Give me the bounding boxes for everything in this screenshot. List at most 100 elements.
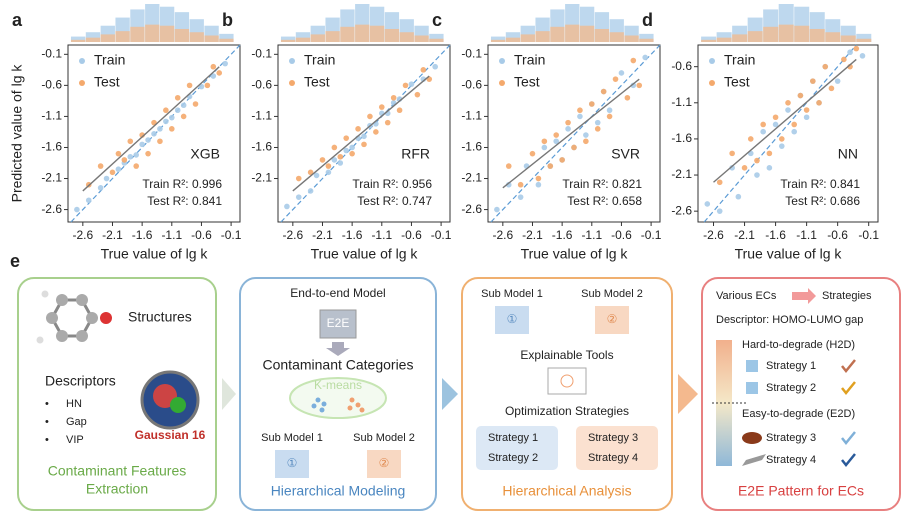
point (772, 121, 779, 128)
point (594, 126, 601, 132)
ec-icon (746, 360, 758, 372)
x-tick-label: -0.6 (827, 228, 848, 242)
histogram-bar (716, 32, 732, 42)
point (541, 138, 548, 145)
legend-label: Test (514, 74, 540, 90)
point (577, 107, 583, 114)
annotation: Train R²: 0.841 (780, 177, 860, 191)
fit-line (502, 78, 640, 189)
annotation: Test R²: 0.658 (567, 194, 642, 208)
point (716, 208, 723, 214)
histogram-bar (325, 31, 340, 42)
y-tick-label: -2.1 (251, 171, 272, 185)
y-tick-label: -1.6 (671, 131, 692, 145)
y-tick-label: -1.6 (251, 140, 272, 154)
point (559, 157, 565, 163)
annotation: Test R²: 0.686 (785, 194, 860, 208)
point (192, 101, 199, 107)
point (565, 126, 571, 132)
point (145, 150, 151, 157)
y-tick-label: -0.6 (41, 78, 62, 92)
x-tick-label: -1.6 (342, 228, 363, 242)
legend-label: Test (94, 74, 120, 90)
point (378, 104, 385, 110)
annotation: Train R²: 0.996 (142, 177, 222, 191)
annotation: Test R²: 0.747 (357, 194, 432, 208)
point (103, 175, 110, 182)
point (432, 63, 438, 70)
x-tick-label: -2.1 (102, 228, 123, 242)
cluster-label: K-means (314, 378, 362, 392)
histogram-bar (716, 37, 732, 42)
panel-label: a (12, 10, 23, 30)
histogram-bar (747, 31, 763, 42)
identity-line (490, 44, 661, 223)
cube-label: ① (507, 312, 518, 326)
strategy-label: Strategy 2 (488, 452, 538, 464)
point (157, 126, 163, 132)
x-tick-label: -1.1 (796, 228, 817, 242)
point (127, 138, 134, 145)
histogram-bar (145, 24, 160, 42)
model-label: RFR (401, 146, 430, 162)
histogram-bar (189, 32, 204, 42)
cube-icon (367, 450, 401, 478)
box-text: Various ECs (716, 290, 777, 302)
box-text: Strategies (822, 290, 872, 302)
box-text: Hard-to-degrade (H2D) (742, 339, 855, 351)
box-text: Contaminant Categories (263, 357, 414, 373)
point (145, 137, 151, 143)
structures-label: Structures (128, 309, 192, 325)
box-text: Sub Model 2 (581, 288, 643, 300)
annotation: Test R²: 0.841 (147, 194, 222, 208)
point (853, 45, 860, 52)
histogram-bar (701, 36, 717, 42)
point (222, 60, 228, 67)
y-tick-label: -1.6 (41, 140, 62, 154)
box-text: Easy-to-degrade (E2D) (742, 408, 855, 420)
y-tick-label: -2.6 (671, 203, 692, 217)
x-tick-label: -1.1 (581, 228, 602, 242)
x-tick-label: -0.1 (641, 228, 662, 242)
point (74, 206, 80, 213)
point (151, 131, 157, 137)
legend-label: Train (514, 52, 545, 68)
histogram-bar (505, 37, 521, 42)
x-tick-label: -2.1 (734, 228, 755, 242)
strategy-box (576, 426, 658, 470)
box-text: Optimization Strategies (505, 404, 629, 418)
point (729, 165, 735, 171)
check-icon (841, 359, 856, 373)
point (373, 129, 379, 135)
point (402, 82, 409, 89)
point (313, 172, 320, 179)
arrow (222, 378, 236, 410)
legend-marker (709, 80, 715, 86)
point (115, 166, 122, 173)
histogram-bar (550, 26, 565, 42)
point (816, 99, 822, 106)
arrow (678, 374, 698, 414)
point (741, 165, 748, 171)
histogram-bar (490, 36, 506, 42)
x-tick-label: -1.1 (161, 228, 182, 242)
cube-icon (595, 306, 629, 334)
histogram-bar (280, 36, 296, 42)
y-tick-label: -2.6 (41, 202, 62, 216)
x-tick-label: -2.1 (522, 228, 543, 242)
strategy-label: Strategy 2 (766, 382, 816, 394)
tool-icon (547, 367, 587, 395)
point (754, 157, 760, 164)
plot-frame (277, 44, 451, 223)
point (319, 157, 326, 163)
point (361, 141, 367, 148)
histogram-bar (763, 26, 779, 42)
x-tick-label: -0.1 (431, 228, 452, 242)
x-axis-label: True value of lg k (311, 246, 419, 262)
fit-line (82, 66, 220, 192)
point (778, 143, 785, 149)
histogram-bar (115, 31, 130, 42)
y-tick-label: -1.6 (461, 140, 482, 154)
y-tick-label: -0.1 (251, 46, 272, 60)
annotation: Train R²: 0.956 (352, 177, 432, 191)
